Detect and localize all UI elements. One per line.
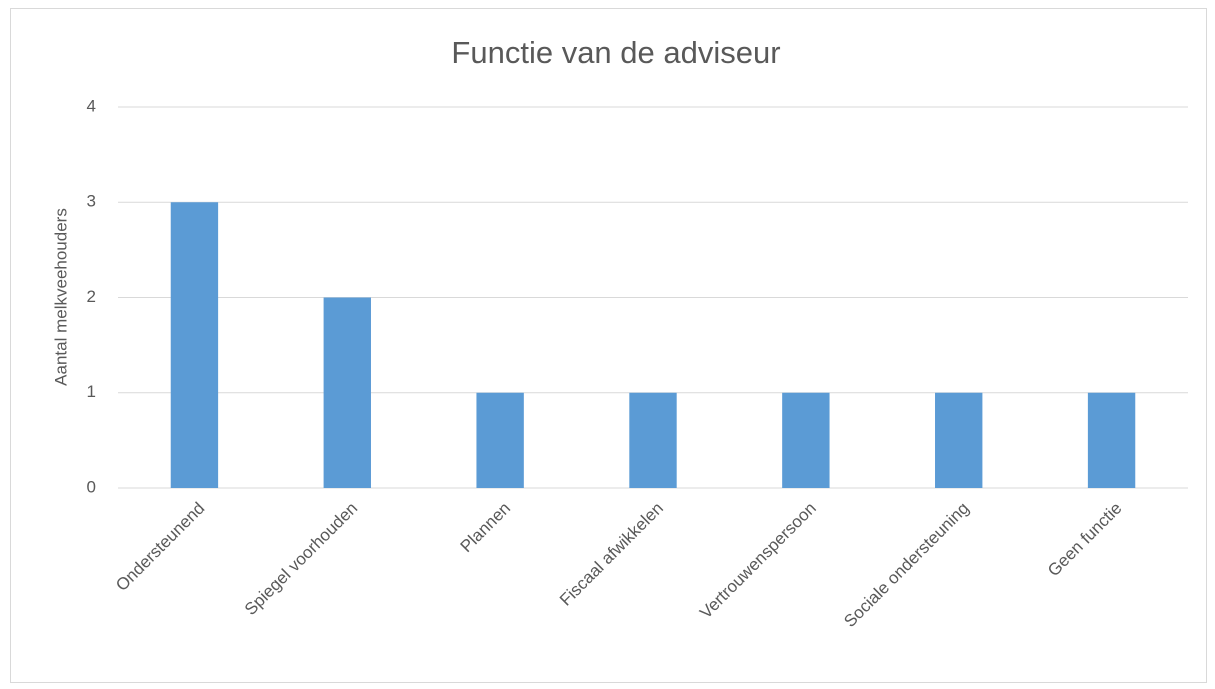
bar	[1087, 392, 1136, 488]
bar	[629, 392, 677, 488]
y-tick-label: 0	[87, 477, 96, 496]
y-tick-label: 2	[87, 287, 96, 306]
y-tick-label: 3	[87, 192, 96, 211]
bar	[782, 392, 830, 488]
chart-title: Functie van de adviseur	[451, 35, 780, 70]
bar	[323, 297, 371, 488]
y-tick-label: 4	[87, 96, 96, 115]
y-tick-label: 1	[87, 382, 96, 401]
bar	[170, 202, 219, 488]
bar	[935, 392, 983, 488]
bar	[476, 392, 524, 488]
y-axis-label: Aantal melkveehouders	[51, 208, 70, 386]
